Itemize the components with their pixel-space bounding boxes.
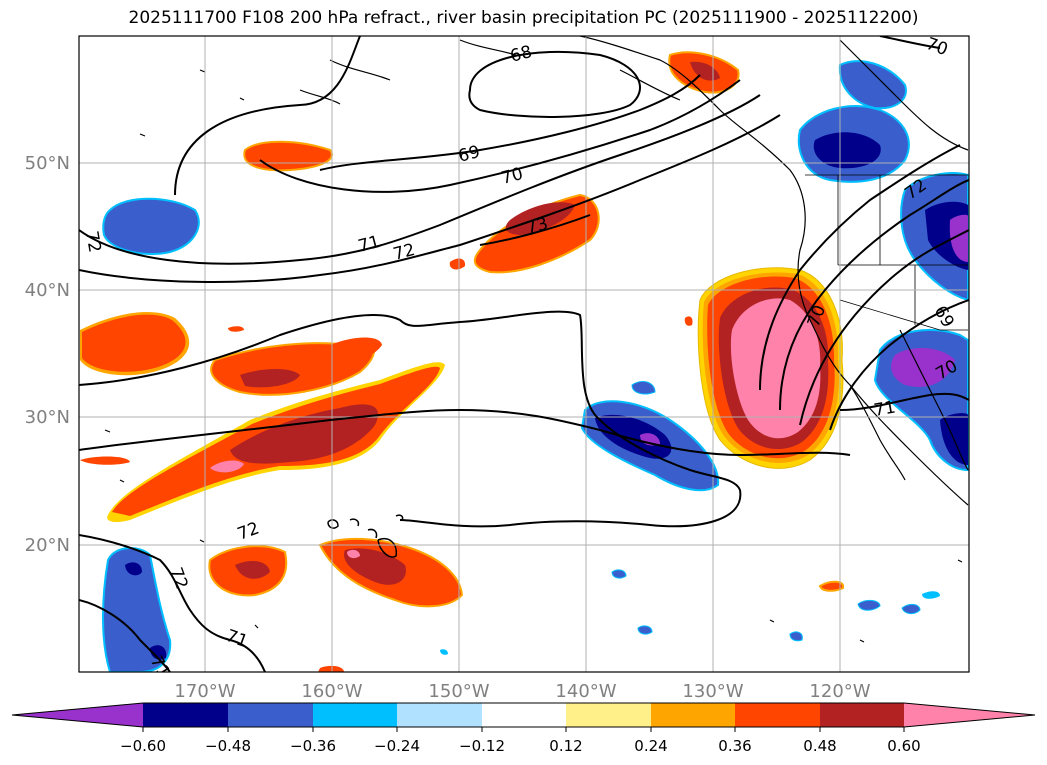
- colorbar-segment: [482, 703, 566, 727]
- lon-label-170w: 170°W: [174, 681, 235, 702]
- positive-anomaly-35n: [80, 311, 382, 396]
- coast-canada-inland: [839, 39, 969, 151]
- refractivity-contours: [79, 36, 969, 672]
- lon-label-140w: 140°W: [555, 681, 616, 702]
- colorbar-tick-label: 0.24: [634, 737, 667, 755]
- contour-69: [319, 74, 701, 171]
- colorbar-tick-label: 0.60: [887, 737, 920, 755]
- colorbar-tick-label: −0.12: [459, 737, 505, 755]
- lat-label-30n: 30°N: [25, 407, 70, 428]
- map-frame-border: [78, 35, 970, 673]
- coast-mexico: [899, 329, 969, 471]
- contour-label: 72: [81, 229, 104, 254]
- lat-label-40n: 40°N: [25, 280, 70, 301]
- negative-anomaly-southwest: [102, 547, 172, 672]
- contour-68: [468, 50, 641, 118]
- colorbar-tick-label: −0.48: [205, 737, 251, 755]
- contour-71-se: [839, 392, 969, 411]
- colorbar-ticks: [142, 727, 905, 732]
- contour-72-lower: [79, 310, 742, 528]
- contour-71-mid: [79, 408, 851, 457]
- lon-label-150w: 150°W: [428, 681, 489, 702]
- colorbar: −0.60 −0.48 −0.36 −0.24 −0.12 0.12 0.24 …: [11, 702, 1036, 755]
- colorbar-tick-label: −0.24: [374, 737, 420, 755]
- colorbar-segment: [820, 703, 904, 727]
- colorbar-tick-label: −0.36: [290, 737, 336, 755]
- lat-label-20n: 20°N: [25, 535, 70, 556]
- contour-71: [79, 94, 761, 265]
- contour-73: [479, 214, 591, 246]
- colorbar-segment: [313, 703, 397, 727]
- contour-70-ne: [879, 36, 941, 49]
- colorbar-tick-label: 0.12: [549, 737, 582, 755]
- colorbar-segment-min-extend: [12, 703, 143, 727]
- coast-baja: [849, 384, 906, 481]
- negative-anomaly-small-blobs: [440, 569, 940, 655]
- lon-label-160w: 160°W: [301, 681, 362, 702]
- latitude-labels: 50°N 40°N 30°N 20°N: [25, 153, 70, 556]
- colorbar-tick-label: 0.48: [803, 737, 836, 755]
- colorbar-tick-label: −0.60: [120, 737, 166, 755]
- contour-70-coast: [759, 144, 969, 426]
- colorbar-segment: [397, 703, 482, 727]
- contour-sw: [79, 534, 266, 672]
- lon-label-130w: 130°W: [682, 681, 743, 702]
- coast-north-america: [579, 36, 969, 506]
- colorbar-segment: [566, 703, 651, 727]
- colorbar-tick-label: 0.36: [718, 737, 751, 755]
- contour-label: 71: [872, 397, 897, 420]
- border-states: [837, 175, 968, 331]
- lat-label-50n: 50°N: [25, 153, 70, 174]
- negative-anomaly-pacific-45n: [102, 197, 200, 256]
- hawaii-islands: [327, 514, 404, 558]
- coast-alaska-islands: [299, 39, 681, 105]
- colorbar-segment: [228, 703, 313, 727]
- grid-lines: [79, 36, 969, 672]
- contour-70: [174, 36, 741, 196]
- contour-69-se: [829, 299, 969, 431]
- contour-72: [79, 114, 781, 283]
- lon-label-120w: 120°W: [809, 681, 870, 702]
- map-title: 2025111700 F108 200 hPa refract., river …: [128, 8, 919, 28]
- longitude-labels: 170°W 160°W 150°W 140°W 130°W 120°W: [174, 681, 870, 702]
- colorbar-segment: [735, 703, 820, 727]
- colorbar-segment: [143, 703, 228, 727]
- colorbar-tick-labels: −0.60 −0.48 −0.36 −0.24 −0.12 0.12 0.24 …: [120, 737, 921, 755]
- negative-anomaly-mexico: [873, 329, 969, 472]
- colorbar-segment: [651, 703, 735, 727]
- colorbar-segment-max-extend: [904, 703, 1035, 727]
- contour-label: 71: [146, 653, 174, 682]
